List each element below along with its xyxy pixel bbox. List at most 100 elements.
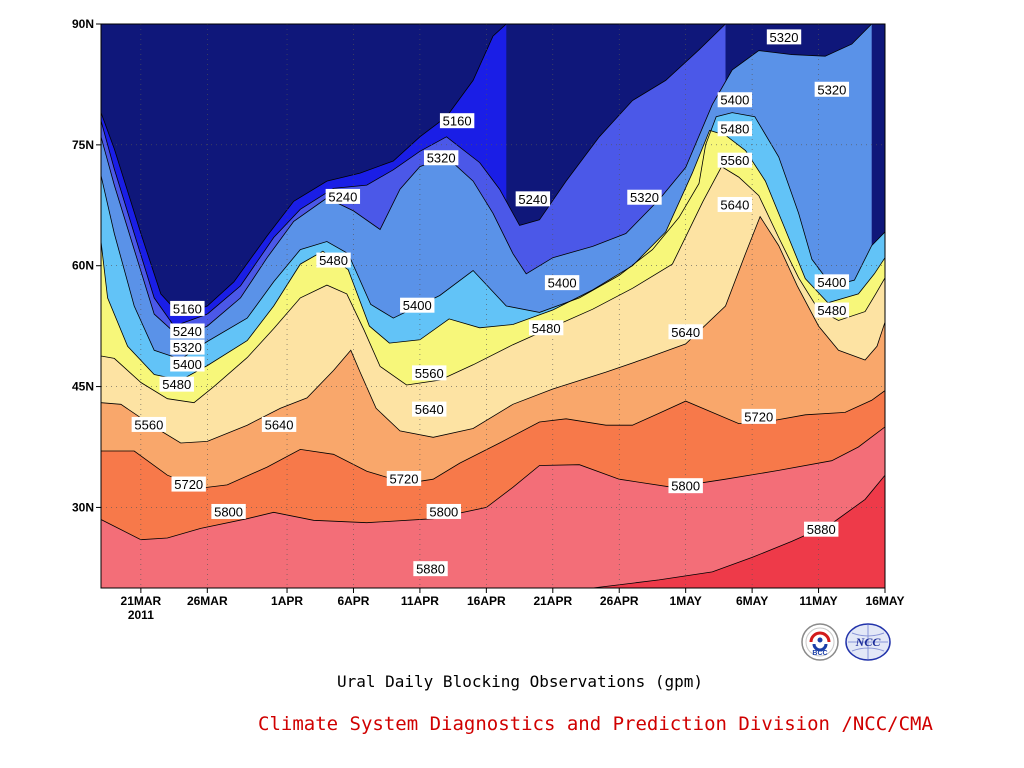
contour-label-bg [159,376,194,392]
band-ge-5880 [592,475,885,588]
x-tick-year-label: 2011 [128,608,154,622]
contour-label: 5400 [403,298,432,313]
contour-label: 5480 [319,253,348,268]
contour-label-bg [544,275,580,291]
y-tick-label: 30N [72,500,94,514]
contour-label: 5320 [630,190,659,205]
contour-label: 5720 [390,471,419,486]
contour-label-bg [211,503,246,519]
contour-line-5240 [101,24,726,327]
x-tick-label: 6APR [337,594,369,608]
contour-label-bg [170,339,205,355]
contour-line-5640 [101,215,885,444]
contour-label: 5320 [817,82,846,97]
y-tick-label: 45N [72,380,94,394]
contour-label: 5640 [415,402,444,417]
contour-label-bg [528,320,564,336]
y-tick-label: 75N [72,138,94,152]
contour-label: 5800 [214,504,243,519]
contour-label: 5640 [265,417,294,432]
contour-label-bg [668,324,703,340]
contour-label-bg [170,323,205,339]
contour-label: 5480 [720,122,749,137]
contour-label-bg [717,152,753,168]
plot-frame [100,23,886,589]
contour-label-bg [627,189,662,205]
contour-label-bg [717,121,753,137]
contour-label-bg [386,470,422,486]
contour-label: 5880 [416,562,445,577]
contour-label: 5400 [817,275,846,290]
x-tick-label: 16APR [467,594,506,608]
contour-label-bg [717,196,753,212]
bcc-logo-icon: BCC [801,623,839,661]
contour-label-bg [814,274,850,290]
ncc-logo-icon: NCC [845,623,891,661]
contour-label-bg [316,252,351,268]
contour-line-5480 [101,129,885,381]
y-axis: 30N 45N 60N 75N 90N [72,17,101,514]
contour-label: 5560 [134,417,163,432]
contour-line-5880 [592,474,885,588]
band-ge-5800 [101,426,885,588]
x-tick-label: 21MAR [121,594,162,608]
contour-label: 5640 [720,197,749,212]
contour-label: 5480 [162,377,191,392]
contour-label: 5400 [720,93,749,108]
contour-label-bg [668,478,703,494]
contour-label: 5160 [443,114,472,129]
contour-label: 5880 [807,522,836,537]
contour-label: 5240 [173,324,202,339]
x-tick-label: 1APR [271,594,303,608]
contour-label-bg [423,150,459,166]
contour-label-bg [325,188,361,204]
contour-label: 5320 [770,30,799,45]
contour-label-bg [426,503,462,519]
contour-label: 5720 [744,409,773,424]
contour-label: 5800 [671,479,700,494]
contour-label: 5720 [174,477,203,492]
contour-label-bg [814,302,850,318]
y-tick-label: 60N [72,259,94,273]
chart-title: Ural Daily Blocking Observations (gpm) [336,672,704,691]
x-tick-label: 26MAR [187,594,228,608]
contour-label: 5160 [173,301,202,316]
contour-line-5160 [101,24,507,317]
contour-label-bg [804,521,839,537]
contour-label-bg [412,401,447,417]
contour-label-bg [400,297,435,313]
contour-label: 5240 [328,189,357,204]
contour-label: 5640 [671,325,700,340]
contour-label-bg [766,29,802,45]
contour-label: 5480 [532,321,561,336]
contour-label: 5320 [427,151,456,166]
contour-label-bg [131,416,167,432]
contour-label: 5320 [173,340,202,355]
contour-label-bg [515,191,551,207]
credit-text: Climate System Diagnostics and Predictio… [258,713,933,735]
x-tick-label: 11MAY [799,594,837,608]
contour-label-bg [717,92,753,108]
contour-label-bg [412,365,447,381]
contour-label: 5560 [720,153,749,168]
contour-label-bg [261,416,297,432]
contour-label-bg [439,113,475,129]
contour-label: 5560 [415,366,444,381]
bcc-logo-text: BCC [812,650,827,657]
ncc-logo-text: NCC [855,635,882,649]
contour-label-bg [814,81,850,97]
contour-line-5400 [101,112,885,360]
x-tick-label: 6MAY [736,594,768,608]
contour-label: 5480 [817,303,846,318]
contour-label: 5800 [429,504,458,519]
contour-label-bg [170,300,205,316]
x-tick-label: 1MAY [670,594,702,608]
contour-label-bg [170,356,205,372]
y-tick-label: 90N [72,17,94,31]
x-tick-label: 16MAY [866,594,905,608]
contour-line-5800 [101,426,885,541]
contour-line-5320 [101,24,872,339]
